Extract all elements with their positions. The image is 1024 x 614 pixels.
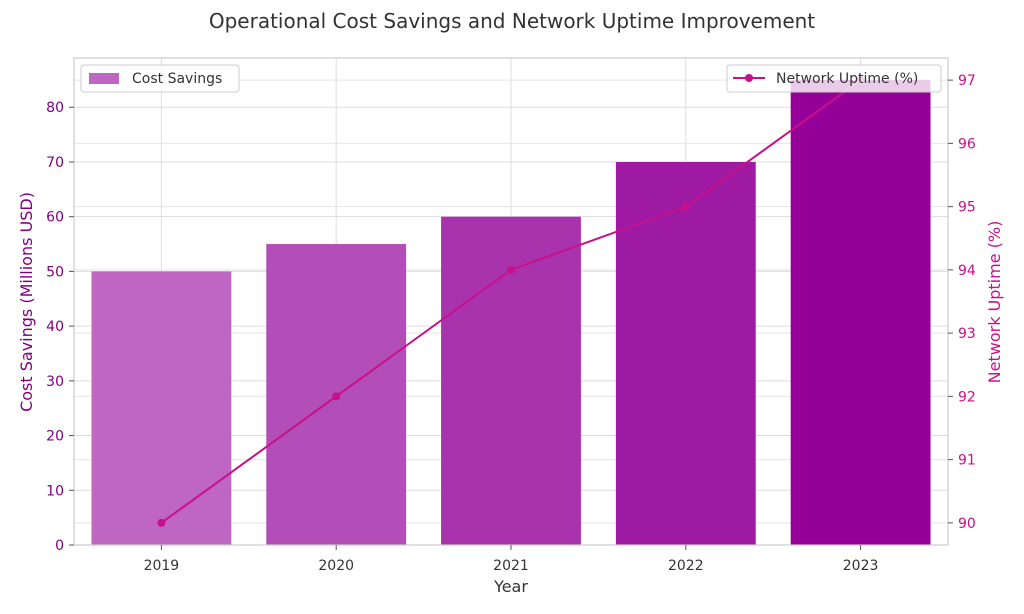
chart-title: Operational Cost Savings and Network Upt… (209, 9, 815, 33)
left-tick-label: 10 (46, 483, 64, 499)
left-axis-label: Cost Savings (Millions USD) (17, 192, 36, 412)
bar (790, 79, 931, 546)
bar-series (91, 79, 931, 546)
bar (615, 161, 756, 545)
right-tick-label: 94 (958, 263, 976, 279)
right-tick-label: 95 (958, 200, 976, 216)
right-tick-label: 91 (958, 453, 976, 469)
legend-bar-box (80, 64, 240, 93)
left-tick-label: 60 (46, 210, 64, 226)
right-tick-label: 97 (958, 73, 976, 89)
left-tick-label: 20 (46, 429, 64, 445)
legend-line-marker (745, 74, 753, 82)
left-tick-label: 70 (46, 155, 64, 171)
x-axis-label: Year (493, 577, 528, 596)
x-tick-label: 2020 (318, 558, 354, 574)
x-tick-label: 2021 (493, 558, 529, 574)
right-tick-label: 90 (958, 516, 976, 532)
right-tick-label: 96 (958, 136, 976, 152)
line-point (507, 265, 515, 274)
line-point (332, 392, 341, 401)
right-axis-ticks: 90 91 92 93 94 95 96 97 (948, 73, 976, 532)
bar (91, 271, 232, 545)
x-tick-label: 2023 (843, 558, 879, 574)
legend-bar-label: Cost Savings (132, 71, 222, 87)
line-point (681, 202, 690, 211)
left-tick-label: 80 (46, 100, 64, 116)
legend-line-box (726, 64, 942, 93)
left-tick-label: 40 (46, 319, 64, 335)
x-tick-label: 2022 (668, 558, 704, 574)
left-axis-ticks: 0 10 20 30 40 50 60 70 80 (46, 100, 74, 554)
legend-bar: Cost Savings (80, 64, 240, 93)
legend-bar-swatch (89, 73, 119, 84)
legend-line: Network Uptime (%) (726, 64, 942, 93)
x-tick-label: 2019 (144, 558, 180, 574)
x-axis-ticks: 2019 2020 2021 2022 2023 (144, 545, 879, 574)
right-tick-label: 93 (958, 326, 976, 342)
line-point (157, 518, 166, 527)
left-tick-label: 50 (46, 264, 64, 280)
left-tick-label: 0 (55, 538, 64, 554)
right-tick-label: 92 (958, 389, 976, 405)
left-tick-label: 30 (46, 374, 64, 390)
right-axis-label: Network Uptime (%) (985, 221, 1004, 384)
legend-line-label: Network Uptime (%) (776, 71, 918, 87)
